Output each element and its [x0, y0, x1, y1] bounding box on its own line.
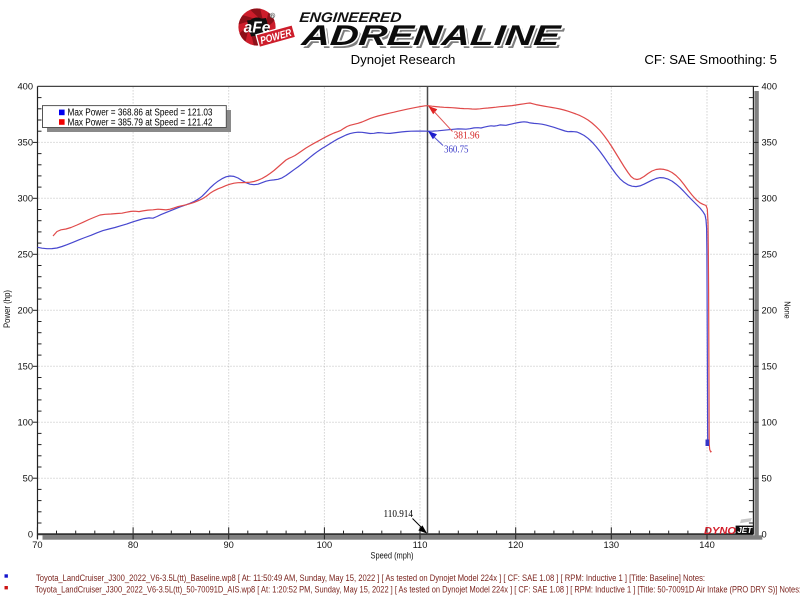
svg-text:120: 120 — [508, 540, 524, 550]
svg-text:0: 0 — [28, 530, 33, 540]
svg-text:ADRENALINE: ADRENALINE — [299, 20, 563, 52]
svg-text:400: 400 — [17, 82, 33, 92]
svg-text:300: 300 — [762, 194, 778, 204]
svg-text:200: 200 — [762, 306, 778, 316]
svg-text:ADRENALINE: ADRENALINE — [302, 23, 566, 55]
svg-text:150: 150 — [762, 362, 778, 372]
svg-text:350: 350 — [762, 138, 778, 148]
svg-text:Toyota_LandCruiser_J300_2022_V: Toyota_LandCruiser_J300_2022_V6-3.5L(tt)… — [36, 573, 705, 583]
svg-text:100: 100 — [762, 418, 778, 428]
svg-text:110.914: 110.914 — [384, 508, 414, 520]
svg-text:JET: JET — [737, 526, 753, 535]
svg-text:Speed (mph): Speed (mph) — [371, 550, 414, 561]
svg-text:50: 50 — [762, 474, 772, 484]
svg-text:110: 110 — [413, 540, 428, 550]
svg-text:300: 300 — [17, 194, 33, 204]
svg-text:100: 100 — [17, 418, 33, 428]
svg-text:Max Power = 368.86 at Speed =: Max Power = 368.86 at Speed = 121.03 — [68, 108, 213, 119]
svg-text:Power (hp): Power (hp) — [2, 290, 12, 328]
svg-text:130: 130 — [604, 540, 620, 550]
svg-text:DYNO: DYNO — [704, 526, 736, 537]
svg-text:381.96: 381.96 — [454, 130, 481, 142]
svg-text:70: 70 — [32, 540, 42, 550]
svg-text:ENGINEERED: ENGINEERED — [299, 9, 403, 25]
svg-text:0: 0 — [762, 530, 767, 540]
svg-text:250: 250 — [762, 250, 778, 260]
svg-text:400: 400 — [762, 82, 778, 92]
svg-text:360.75: 360.75 — [444, 143, 469, 155]
svg-text:R: R — [271, 13, 275, 19]
svg-text:Toyota_LandCruiser_J300_2022_V: Toyota_LandCruiser_J300_2022_V6-3.5L(tt)… — [35, 585, 800, 595]
svg-text:80: 80 — [128, 540, 138, 550]
svg-text:CF: SAE Smoothing: 5: CF: SAE Smoothing: 5 — [644, 52, 777, 67]
svg-text:Max Power = 385.79 at Speed =: Max Power = 385.79 at Speed = 121.42 — [68, 117, 213, 128]
svg-text:150: 150 — [17, 362, 33, 372]
svg-text:200: 200 — [17, 306, 33, 316]
svg-text:250: 250 — [17, 250, 33, 260]
svg-text:350: 350 — [17, 138, 33, 148]
svg-text:100: 100 — [317, 540, 333, 550]
svg-text:140: 140 — [699, 540, 715, 550]
svg-text:90: 90 — [224, 540, 234, 550]
svg-text:None: None — [783, 301, 793, 319]
svg-text:50: 50 — [23, 474, 33, 484]
svg-text:Dynojet Research: Dynojet Research — [351, 52, 456, 67]
